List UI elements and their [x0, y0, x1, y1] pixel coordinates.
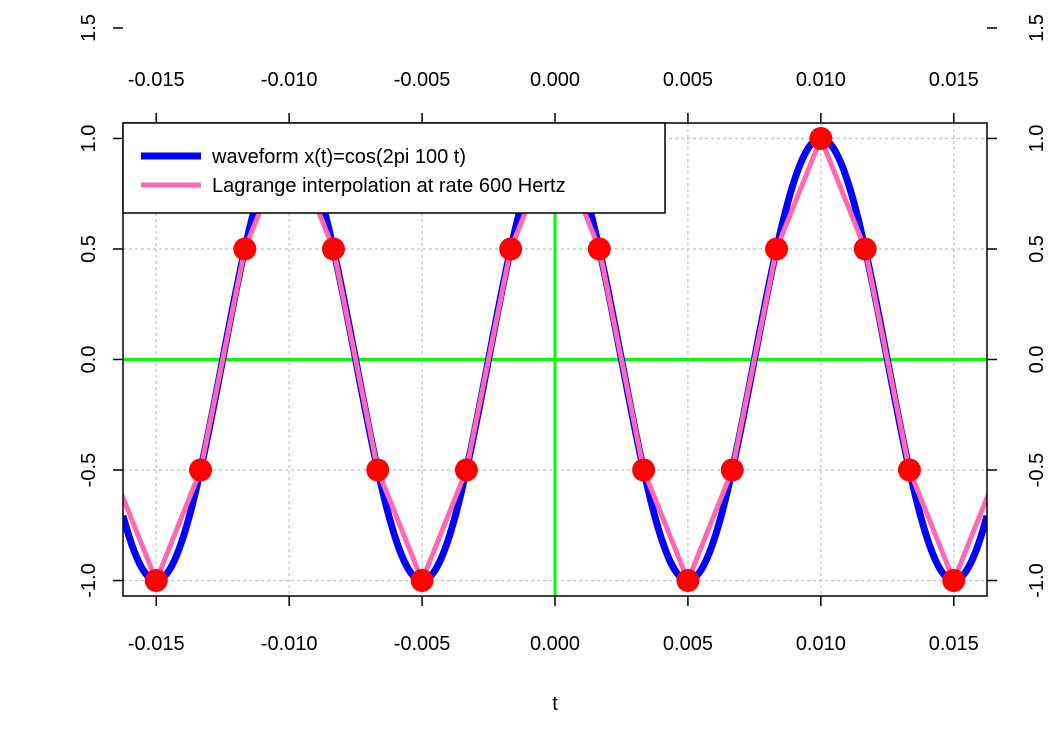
legend: waveform x(t)=cos(2pi 100 t) Lagrange int… — [122, 122, 666, 214]
y-tick-label-right: -0.5 — [1026, 453, 1048, 487]
y-tick-label-left: -1.0 — [78, 563, 100, 597]
sample-point — [499, 237, 523, 261]
y-tick-label-right: 0.5 — [1026, 235, 1048, 263]
x-tick-label-bottom: 0.000 — [530, 633, 580, 655]
y-tick-label-left: -0.5 — [78, 453, 100, 487]
sample-point — [144, 569, 168, 593]
sample-point — [809, 126, 833, 150]
y-tick-label-right: -1.0 — [1026, 563, 1048, 597]
sample-point — [189, 458, 213, 482]
sample-point — [410, 569, 434, 593]
sample-point — [676, 569, 700, 593]
x-tick-label-bottom: -0.015 — [128, 633, 185, 655]
legend-box — [122, 122, 666, 214]
y-tick-label-left: 0.0 — [78, 346, 100, 374]
sample-point — [366, 458, 390, 482]
y-tick-label-left: 0.5 — [78, 235, 100, 263]
legend-label: waveform x(t)=cos(2pi 100 t) — [211, 146, 466, 168]
y-tick-label-right: 1.5 — [1026, 14, 1048, 42]
x-tick-label-top: 0.015 — [929, 69, 979, 91]
sample-point — [321, 237, 345, 261]
x-tick-label-top: -0.015 — [128, 69, 185, 91]
x-tick-label-bottom: -0.005 — [394, 633, 451, 655]
x-tick-label-bottom: -0.010 — [261, 633, 318, 655]
x-tick-label-bottom: 0.015 — [929, 633, 979, 655]
y-tick-label-right: 0.0 — [1026, 346, 1048, 374]
x-axis-title: t — [552, 693, 558, 715]
x-tick-label-top: 0.000 — [530, 69, 580, 91]
legend-label: Lagrange interpolation at rate 600 Hertz — [212, 175, 566, 197]
sample-point — [233, 237, 257, 261]
y-tick-label-left: 1.0 — [78, 125, 100, 153]
sample-point — [765, 237, 789, 261]
x-tick-label-top: 0.010 — [796, 69, 846, 91]
x-tick-label-bottom: 0.010 — [796, 633, 846, 655]
x-tick-label-top: -0.010 — [261, 69, 318, 91]
y-tick-label-left: 1.5 — [78, 14, 100, 42]
y-tick-label-right: 1.0 — [1026, 125, 1048, 153]
sample-point — [853, 237, 877, 261]
sample-point — [897, 458, 921, 482]
sample-point — [632, 458, 656, 482]
x-tick-label-bottom: 0.005 — [663, 633, 713, 655]
sample-point — [454, 458, 478, 482]
sample-point — [720, 458, 744, 482]
sample-point — [587, 237, 611, 261]
x-tick-label-top: -0.005 — [394, 69, 451, 91]
axis-ticks: -0.015-0.015-0.010-0.010-0.005-0.0050.00… — [78, 14, 1048, 655]
sample-point — [942, 569, 966, 593]
x-tick-label-top: 0.005 — [663, 69, 713, 91]
